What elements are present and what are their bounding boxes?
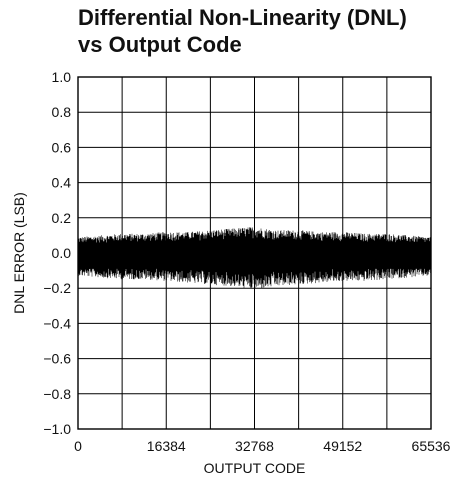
y-tick-label: 0.0 xyxy=(52,245,72,261)
y-tick-label: 0.2 xyxy=(52,210,72,226)
y-tick-label: 0.6 xyxy=(52,139,72,155)
y-axis-label: DNL ERROR (LSB) xyxy=(11,192,27,314)
dnl-trace xyxy=(77,227,432,289)
x-axis-label: OUTPUT CODE xyxy=(204,460,306,476)
y-tick-label: −0.6 xyxy=(43,351,71,367)
y-tick-label: −0.2 xyxy=(43,280,71,296)
y-tick-label: 1.0 xyxy=(52,69,72,85)
y-tick-label: −1.0 xyxy=(43,421,71,437)
x-tick-label: 49152 xyxy=(323,438,362,454)
x-tick-label: 16384 xyxy=(147,438,186,454)
y-tick-label: −0.8 xyxy=(43,386,71,402)
chart-title-line-2: vs Output Code xyxy=(78,32,242,57)
plot-frame xyxy=(77,76,432,430)
x-tick-label: 65536 xyxy=(412,438,451,454)
x-tick-label: 32768 xyxy=(235,438,274,454)
y-tick-label: 0.8 xyxy=(52,104,72,120)
chart-title: Differential Non-Linearity (DNL) vs Outp… xyxy=(78,4,450,58)
x-tick-label: 0 xyxy=(74,438,82,454)
chart-title-line-1: Differential Non-Linearity (DNL) xyxy=(78,5,407,30)
y-tick-label: −0.4 xyxy=(43,315,71,331)
y-tick-label: 0.4 xyxy=(52,175,72,191)
